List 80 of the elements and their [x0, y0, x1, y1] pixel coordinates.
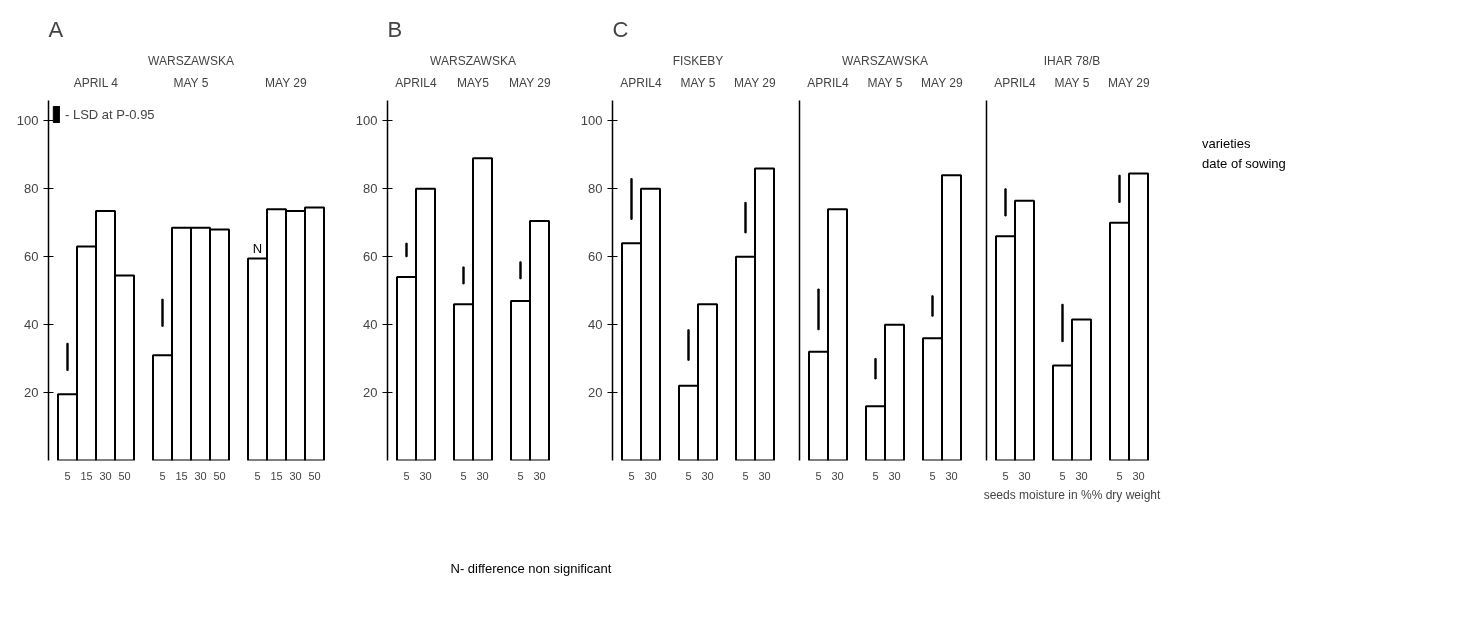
x-tick-label: 30: [289, 469, 302, 482]
text: MAY 5: [173, 75, 209, 90]
text: MAY 29: [921, 75, 964, 90]
x-tick-label: 30: [476, 469, 489, 482]
y-tick-label: 60: [363, 249, 378, 265]
chart-subtitle: FISKEBY: [672, 53, 724, 68]
y-tick-label: 80: [24, 181, 39, 197]
y-tick-label: 20: [588, 385, 603, 401]
x-tick-label: 30: [644, 469, 657, 482]
chart-title: A: [48, 16, 64, 42]
text: APRIL4: [395, 75, 437, 90]
x-tick-label: 5: [742, 469, 749, 482]
x-tick-label: 30: [419, 469, 432, 482]
y-tick-label: 40: [24, 317, 39, 333]
text: date of sowing: [1202, 156, 1286, 172]
x-tick-label: 5: [872, 469, 879, 482]
x-tick-label: 5: [517, 469, 524, 482]
data-label: N: [252, 241, 263, 257]
y-tick-label: 40: [363, 317, 378, 333]
x-tick-label: 15: [175, 469, 188, 482]
text: MAY5: [457, 75, 490, 90]
y-tick-label: 20: [363, 385, 378, 401]
chart-subtitle: WARSZAWSKA: [842, 53, 928, 68]
text: MAY 5: [680, 75, 716, 90]
text: MAY 5: [1054, 75, 1090, 90]
text: MAY 29: [734, 75, 777, 90]
chart-title: C: [612, 16, 629, 42]
x-tick-label: 30: [831, 469, 844, 482]
x-tick-label: 5: [1059, 469, 1066, 482]
text: MAY 29: [509, 75, 552, 90]
x-tick-label: 5: [628, 469, 635, 482]
x-tick-label: 30: [888, 469, 901, 482]
chart-subtitle: WARSZAWSKA: [148, 53, 234, 68]
x-tick-label: 5: [460, 469, 467, 482]
text: APRIL4: [807, 75, 849, 90]
x-tick-label: 30: [99, 469, 112, 482]
x-tick-label: 30: [945, 469, 958, 482]
y-tick-label: 40: [588, 317, 603, 333]
x-tick-label: 5: [1116, 469, 1123, 482]
x-tick-label: 15: [80, 469, 93, 482]
x-tick-label: 5: [1002, 469, 1009, 482]
x-tick-label: 5: [929, 469, 936, 482]
text: APRIL4: [620, 75, 662, 90]
y-tick-label: 60: [24, 249, 39, 265]
x-axis-title: seeds moisture in %% dry weight: [983, 487, 1162, 502]
legend-label: - LSD at P-0.95: [65, 106, 155, 122]
y-tick-label: 100: [580, 113, 603, 129]
x-tick-label: 5: [815, 469, 822, 482]
text: MAY 5: [867, 75, 903, 90]
text: MAY 29: [265, 75, 308, 90]
x-tick-label: 50: [213, 469, 226, 482]
y-tick-label: 80: [588, 181, 603, 197]
x-tick-label: 30: [701, 469, 714, 482]
y-tick-label: 100: [355, 113, 378, 129]
x-tick-label: 5: [685, 469, 692, 482]
chart-title: B: [387, 16, 403, 42]
x-tick-label: 30: [1018, 469, 1031, 482]
text: MAY 29: [1108, 75, 1151, 90]
y-tick-label: 20: [24, 385, 39, 401]
x-tick-label: 5: [403, 469, 410, 482]
x-tick-label: 5: [64, 469, 71, 482]
x-tick-label: 15: [270, 469, 283, 482]
chart-subtitle: WARSZAWSKA: [430, 53, 516, 68]
x-tick-label: 30: [1075, 469, 1088, 482]
y-tick-label: 80: [363, 181, 378, 197]
x-tick-label: 30: [758, 469, 771, 482]
text: APRIL 4: [73, 75, 119, 90]
text: APRIL4: [994, 75, 1036, 90]
chart-subtitle: IHAR 78/B: [1043, 53, 1101, 68]
x-tick-label: 30: [533, 469, 546, 482]
text: N- difference non significant: [450, 561, 612, 576]
y-tick-label: 100: [16, 113, 39, 129]
x-tick-label: 30: [194, 469, 207, 482]
x-tick-label: 50: [118, 469, 131, 482]
y-tick-label: 60: [588, 249, 603, 265]
x-tick-label: 5: [159, 469, 166, 482]
x-tick-label: 5: [254, 469, 261, 482]
text: varieties: [1202, 136, 1251, 152]
x-tick-label: 30: [1132, 469, 1145, 482]
x-tick-label: 50: [308, 469, 321, 482]
